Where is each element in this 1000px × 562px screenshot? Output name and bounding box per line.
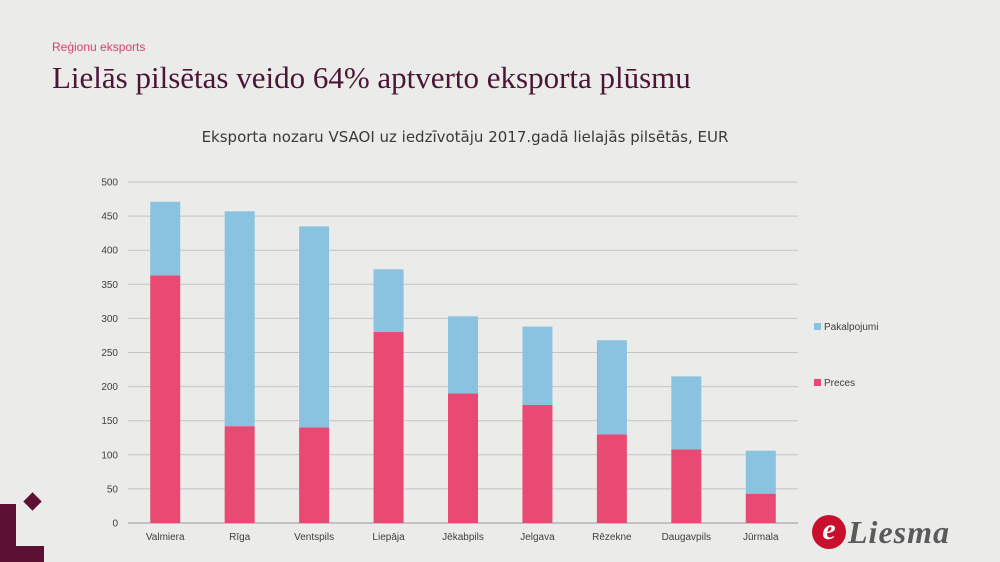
bar-pakalpojumi-7 [671,376,702,450]
bar-pakalpojumi-8 [745,450,776,494]
y-tick-label: 500 [101,178,118,189]
bar-preces-4 [448,393,478,523]
section-label: Reģionu eksports [52,40,146,54]
legend-swatch-preces [814,379,821,386]
y-tick-label: 350 [101,280,118,291]
x-tick-label: Liepāja [372,532,405,543]
bars [150,201,776,523]
y-tick-label: 400 [101,246,118,257]
bar-preces-1 [224,426,255,523]
watermark-name: Liesma [848,513,950,550]
bar-pakalpojumi-0 [150,201,181,276]
watermark-logo: e Liesma [812,512,950,552]
bar-pakalpojumi-4 [448,316,478,394]
y-tick-label: 100 [101,450,118,461]
bar-pakalpojumi-1 [224,211,255,427]
x-tick-label: Ventspils [294,532,334,543]
watermark-e-icon: e [812,515,846,549]
y-tick-label: 450 [101,212,118,223]
x-tick-label: Daugavpils [662,532,711,543]
y-axis-ticks: 0 50 100 150 200 250 300 350 400 450 500 [101,178,118,530]
bar-preces-6 [596,434,627,523]
chart-title: Eksporta nozaru VSAOI uz iedzīvotāju 201… [201,128,729,146]
bar-preces-8 [745,493,776,523]
x-tick-label: Jelgava [520,532,555,543]
legend: Pakalpojumi Preces [814,322,878,389]
bar-pakalpojumi-3 [373,269,404,333]
x-tick-label: Rēzekne [592,532,632,543]
brand-corner-logo-icon [0,492,44,562]
bar-pakalpojumi-6 [596,340,627,435]
x-tick-label: Valmiera [146,532,185,543]
bar-preces-0 [150,275,181,523]
bar-pakalpojumi-2 [299,226,330,428]
y-tick-label: 150 [101,416,118,427]
x-axis-labels: Valmiera Rīga Ventspils Liepāja Jēkabpils Jel… [146,532,779,543]
y-tick-label: 50 [107,484,119,495]
bar-preces-3 [373,332,404,523]
bar-pakalpojumi-5 [522,326,553,406]
y-tick-label: 200 [101,382,118,393]
x-tick-label: Rīga [229,532,251,543]
x-tick-label: Jēkabpils [442,532,484,543]
bar-preces-5 [522,405,553,523]
page-title: Lielās pilsētas veido 64% aptverto ekspo… [52,60,691,95]
bar-preces-2 [299,427,330,523]
legend-label-preces: Preces [824,378,855,389]
legend-swatch-pakalpojumi [814,323,821,330]
y-tick-label: 300 [101,314,118,325]
x-tick-label: Jūrmala [743,532,779,543]
legend-label-pakalpojumi: Pakalpojumi [824,322,878,333]
bar-preces-7 [671,449,702,523]
y-tick-label: 0 [112,519,118,530]
y-tick-label: 250 [101,348,118,359]
